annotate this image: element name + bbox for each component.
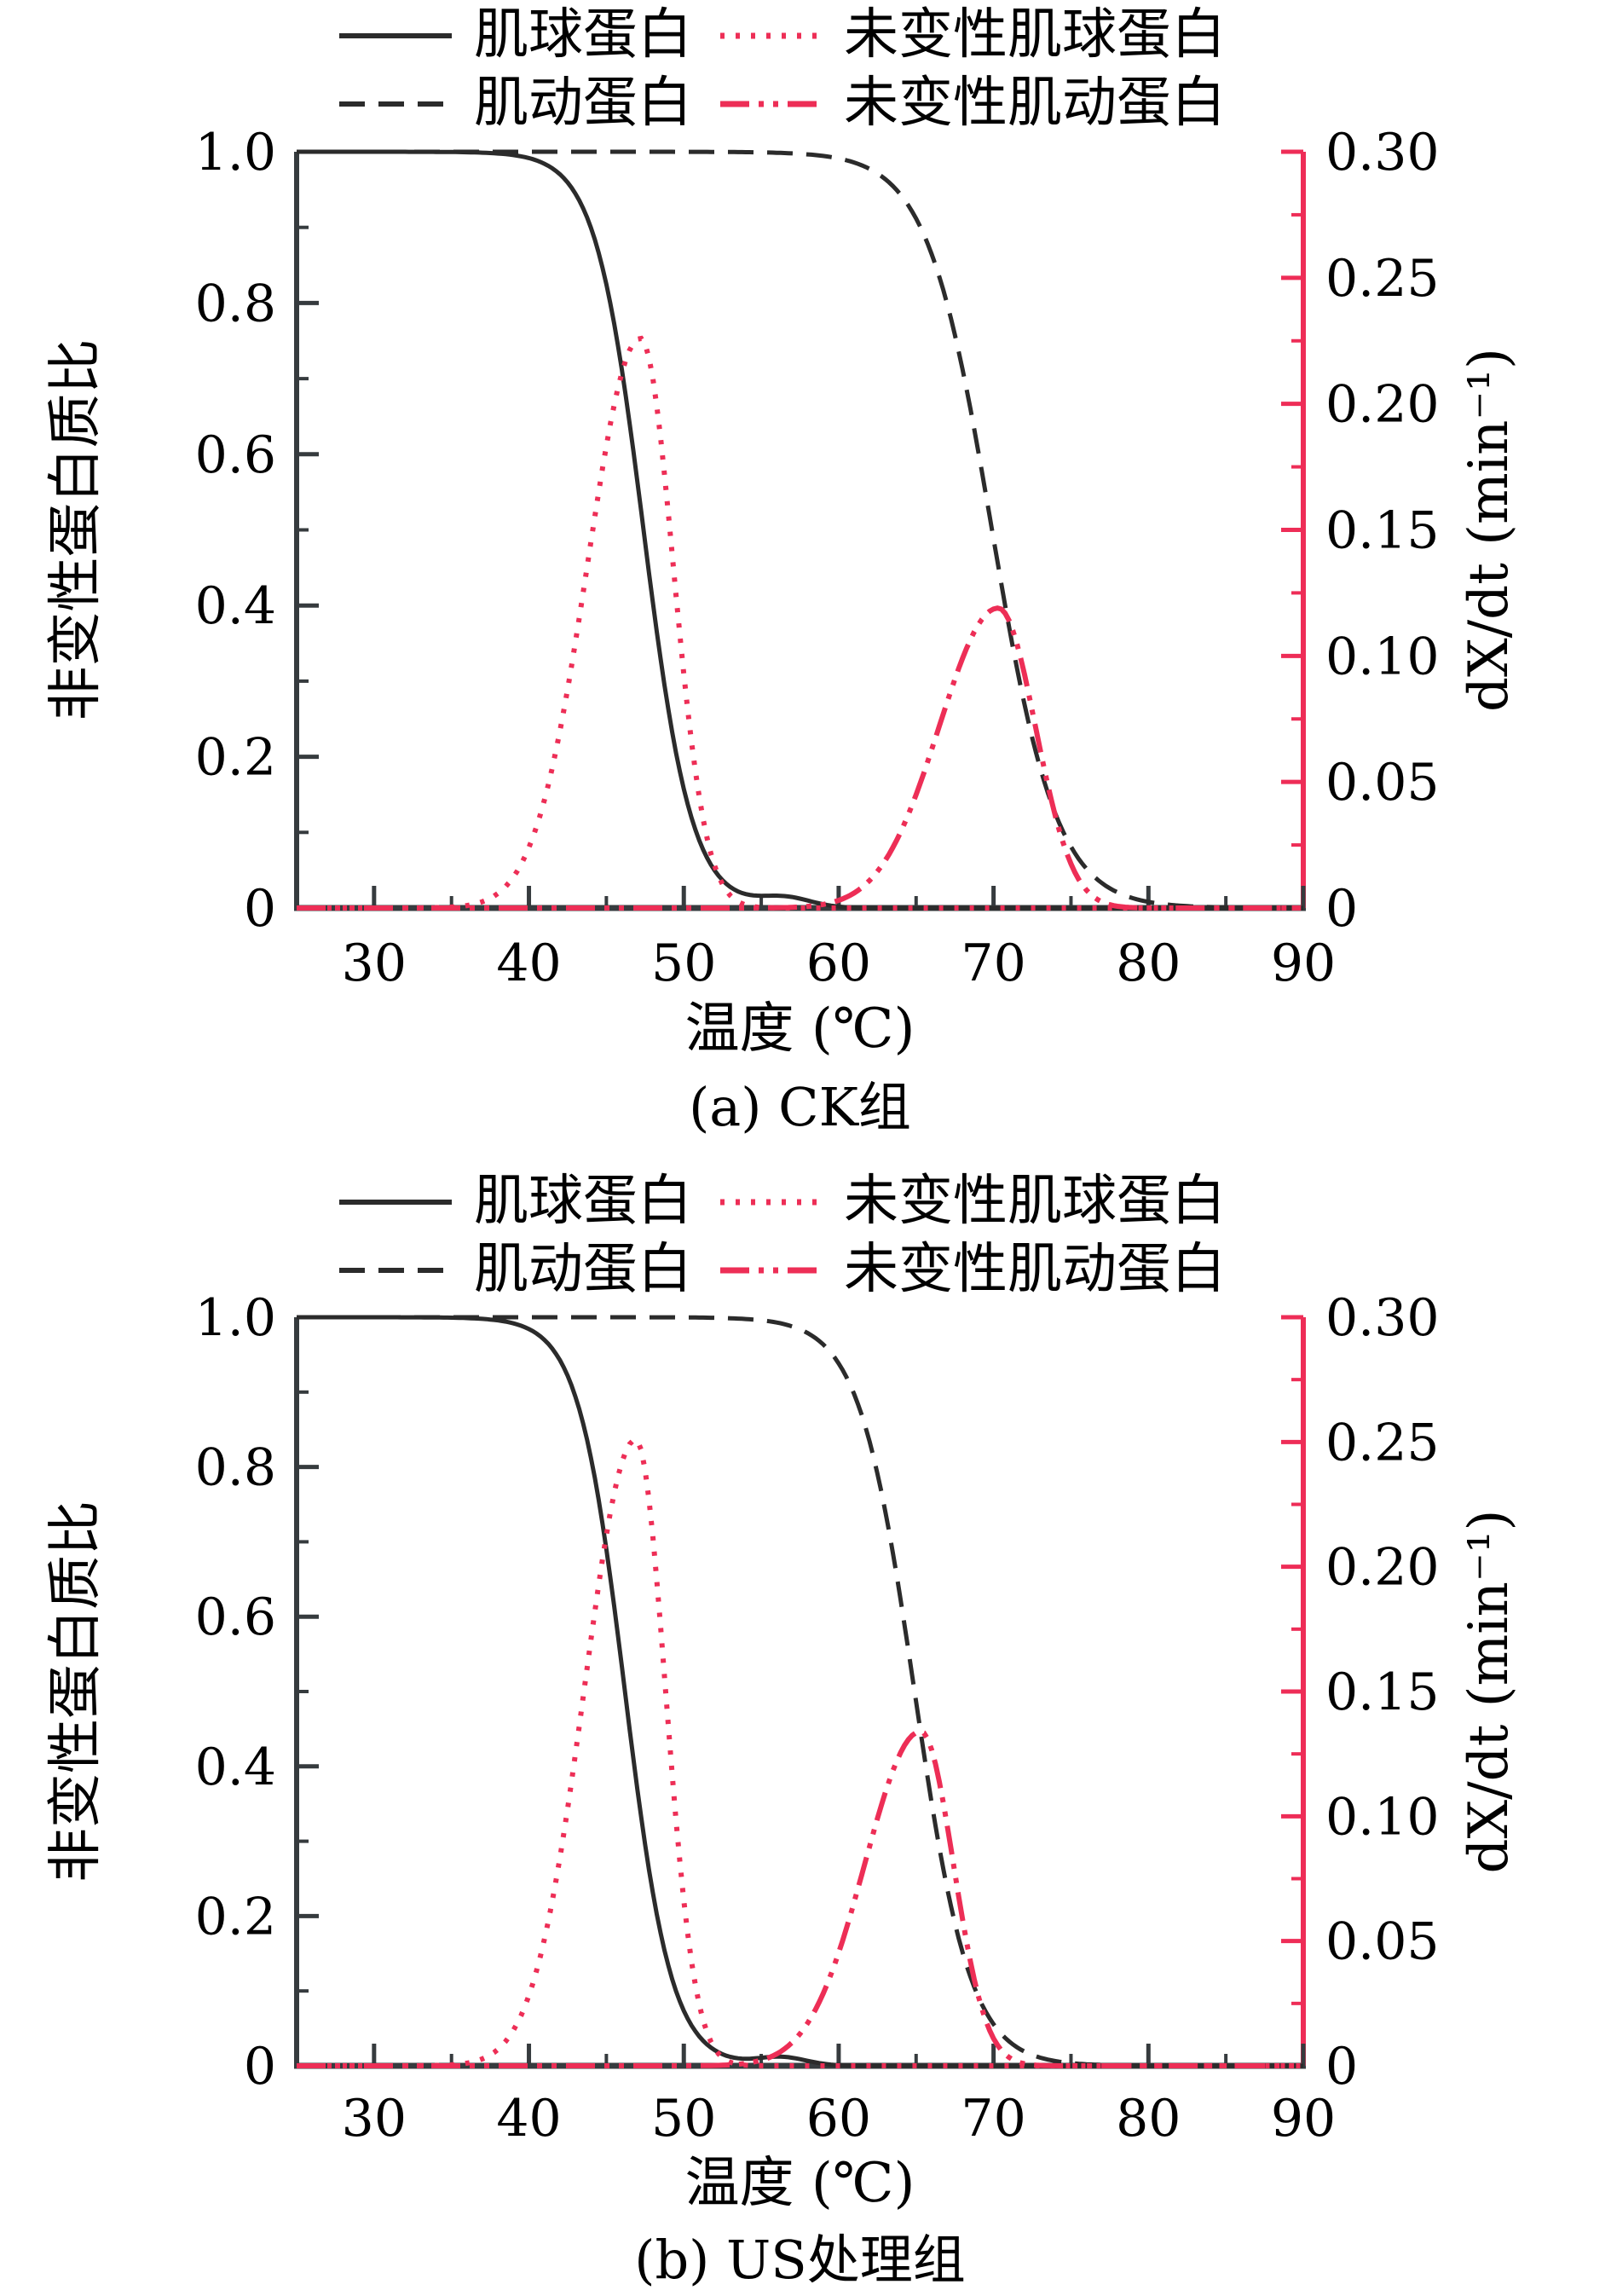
panel-caption: (b) US处理组	[634, 2229, 966, 2291]
legend-item-myosin: 肌球蛋白	[339, 1170, 692, 1233]
x-tick-label: 50	[651, 2089, 716, 2149]
x-axis-label: 温度 (℃)	[685, 998, 915, 1061]
y-axis-right-label: dX/dt (min⁻¹)	[1458, 1510, 1521, 1874]
series-undenatured-myosin-rate	[297, 1437, 1303, 2068]
y-right-tick-label: 0.10	[1325, 1787, 1440, 1847]
y-left-tick-label: 0.4	[195, 576, 276, 636]
y-left-tick-label: 0.6	[195, 1588, 276, 1647]
series-myosin	[297, 1315, 1303, 2068]
legend-label: 肌球蛋白	[474, 3, 692, 67]
series-actin	[297, 1315, 1303, 2068]
y-right-tick-label: 0.15	[1325, 1663, 1440, 1722]
series-undenatured-myosin-rate	[297, 335, 1303, 911]
legend-item-myosin: 肌球蛋白	[339, 3, 692, 67]
x-tick-label: 80	[1116, 2089, 1181, 2149]
x-tick-label: 90	[1271, 2089, 1336, 2149]
x-tick-label: 40	[496, 934, 561, 993]
legend-item-undenatured-myosin-rate: 未变性肌球蛋白	[720, 1170, 1226, 1233]
axes: 30 40 50 60 70 80 9000.20.40.60.81.000.050.100…	[195, 123, 1440, 993]
y-right-tick-label: 0.10	[1325, 627, 1440, 686]
x-tick-label: 30	[342, 2089, 407, 2149]
legend-label: 未变性肌球蛋白	[844, 3, 1226, 67]
y-right-tick-label: 0.05	[1325, 753, 1440, 813]
x-tick-label: 30	[342, 934, 407, 993]
y-left-tick-label: 0.8	[195, 1438, 276, 1498]
legend-label: 未变性肌动蛋白	[844, 1238, 1226, 1301]
y-left-tick-label: 1.0	[195, 123, 276, 182]
legend-label: 肌动蛋白	[474, 72, 692, 135]
y-right-tick-label: 0.25	[1325, 1413, 1440, 1472]
axes: 30 40 50 60 70 80 9000.20.40.60.81.000.050.100…	[195, 1288, 1440, 2149]
legend-label: 肌动蛋白	[474, 1238, 692, 1301]
y-axis-right-label: dX/dt (min⁻¹)	[1458, 348, 1521, 712]
y-left-tick-label: 0.2	[195, 1887, 276, 1946]
y-right-tick-label: 0.30	[1325, 123, 1440, 182]
x-tick-label: 90	[1271, 934, 1336, 993]
series-undenatured-actin-rate	[297, 605, 1303, 911]
y-left-tick-label: 0	[244, 2037, 276, 2096]
y-left-tick-label: 1.0	[195, 1288, 276, 1348]
y-right-tick-label: 0.30	[1325, 1288, 1440, 1348]
x-tick-label: 80	[1116, 934, 1181, 993]
y-right-tick-label: 0.15	[1325, 501, 1440, 561]
y-axis-left-label: 非变性蛋白质比	[44, 339, 107, 721]
x-tick-label: 40	[496, 2089, 561, 2149]
legend-item-undenatured-actin-rate: 未变性肌动蛋白	[720, 1238, 1226, 1301]
legend-label: 未变性肌动蛋白	[844, 72, 1226, 135]
legend-item-undenatured-actin-rate: 未变性肌动蛋白	[720, 72, 1226, 135]
legend-item-undenatured-myosin-rate: 未变性肌球蛋白	[720, 3, 1226, 67]
legend-item-actin: 肌动蛋白	[339, 72, 692, 135]
y-right-tick-label: 0	[1325, 879, 1358, 939]
y-left-tick-label: 0	[244, 879, 276, 939]
y-right-tick-label: 0.20	[1325, 375, 1440, 435]
y-left-tick-label: 0.8	[195, 274, 276, 333]
x-tick-label: 70	[961, 2089, 1025, 2149]
series-undenatured-actin-rate	[297, 1728, 1303, 2068]
y-right-tick-label: 0.05	[1325, 1912, 1440, 1972]
y-right-tick-label: 0.25	[1325, 249, 1440, 309]
y-right-tick-label: 0.20	[1325, 1538, 1440, 1598]
x-tick-label: 70	[961, 934, 1025, 993]
y-left-tick-label: 0.4	[195, 1738, 276, 1797]
y-left-tick-label: 0.2	[195, 728, 276, 788]
series-actin	[297, 149, 1303, 911]
series-myosin	[297, 149, 1303, 911]
y-left-tick-label: 0.6	[195, 425, 276, 485]
legend-label: 肌球蛋白	[474, 1170, 692, 1233]
y-axis-left-label: 非变性蛋白质比	[44, 1501, 107, 1882]
legend-label: 未变性肌球蛋白	[844, 1170, 1226, 1233]
x-tick-label: 50	[651, 934, 716, 993]
y-right-tick-label: 0	[1325, 2037, 1358, 2096]
panel-caption: (a) CK组	[689, 1076, 911, 1138]
legend-item-actin: 肌动蛋白	[339, 1238, 692, 1301]
x-axis-label: 温度 (℃)	[685, 2152, 915, 2215]
x-tick-label: 60	[806, 2089, 871, 2149]
x-tick-label: 60	[806, 934, 871, 993]
